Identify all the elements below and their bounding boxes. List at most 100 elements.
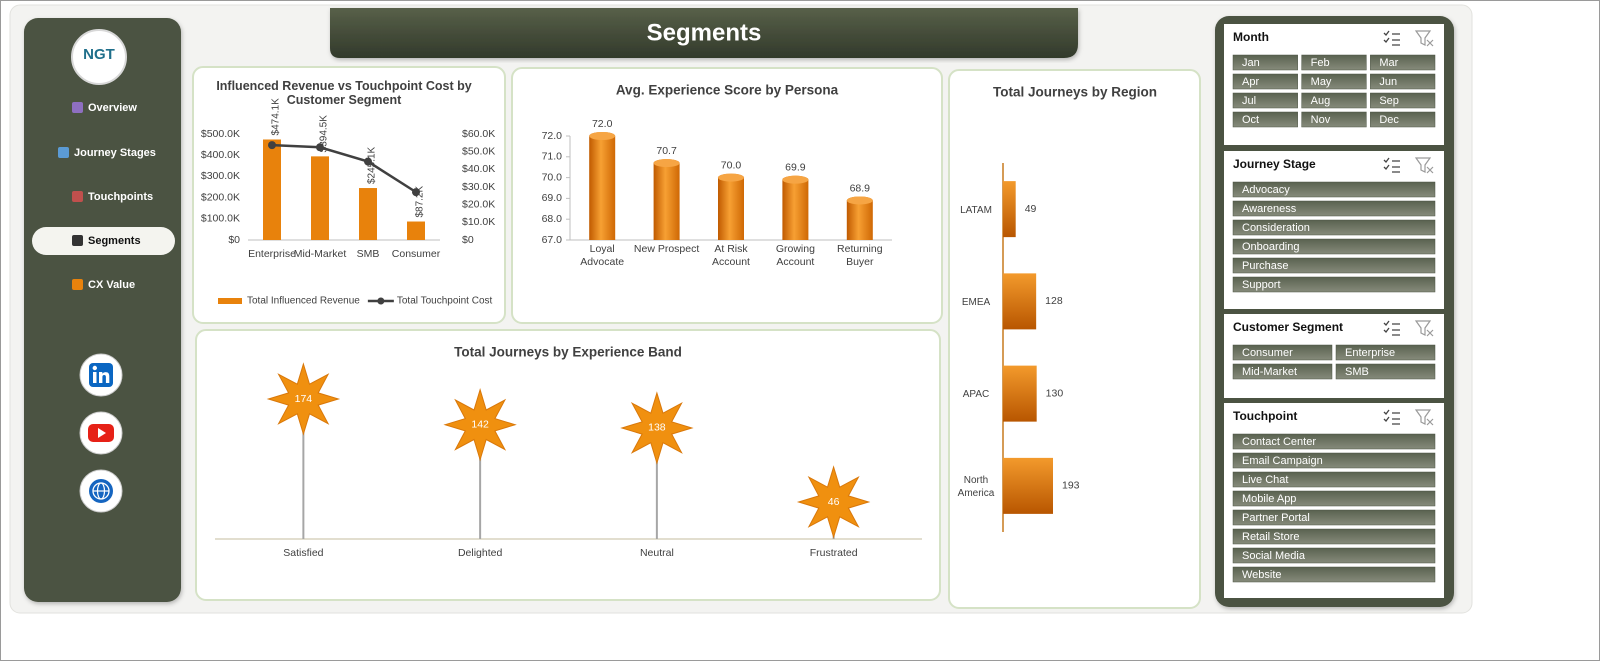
y-tick-label: $0	[228, 234, 240, 246]
linkedin-glyph	[99, 372, 110, 383]
slicer-button[interactable]	[1232, 111, 1298, 128]
y-tick-label: North America	[957, 474, 995, 499]
bar	[1003, 181, 1016, 238]
slicer-button-label: Dec	[1379, 114, 1399, 126]
clear-filter-icon[interactable]	[1414, 320, 1434, 337]
slicer-button[interactable]	[1301, 73, 1367, 90]
nav-icon	[72, 191, 83, 202]
slicer-button[interactable]	[1232, 452, 1436, 469]
slicer-button-label: Purchase	[1242, 260, 1288, 272]
x-tick-label: New Prospect	[633, 243, 700, 255]
slicer-button[interactable]	[1232, 54, 1298, 71]
slicer-button[interactable]	[1232, 490, 1436, 507]
nav-item[interactable]: CX Value	[88, 279, 135, 291]
slicer-button[interactable]	[1301, 111, 1367, 128]
slicer-button-label: Mar	[1379, 57, 1398, 69]
slicer-button[interactable]	[1370, 92, 1436, 109]
slicer-button-label: Advocacy	[1242, 184, 1290, 196]
y2-tick-label: $40.0K	[462, 163, 495, 175]
slicer-button[interactable]	[1232, 73, 1298, 90]
bar	[263, 139, 281, 240]
slicer-button[interactable]	[1232, 92, 1298, 109]
y-tick-label: $200.0K	[201, 191, 240, 203]
bar	[1003, 273, 1037, 330]
x-tick-label: Returning Buyer	[837, 243, 883, 268]
data-label: 130	[1046, 387, 1064, 399]
logo	[71, 29, 127, 85]
slicer-button[interactable]	[1335, 363, 1436, 380]
x-tick-label: Delighted	[458, 547, 503, 559]
slicer-button-label: May	[1311, 76, 1332, 88]
slicer-button[interactable]	[1301, 54, 1367, 71]
x-tick-label-box: Growing Account	[776, 243, 815, 268]
slicer-button[interactable]	[1232, 238, 1436, 255]
slicer-button[interactable]	[1232, 200, 1436, 217]
data-label: $394.5K	[319, 115, 330, 153]
slicer-button[interactable]	[1335, 344, 1436, 361]
nav-item[interactable]: Journey Stages	[74, 147, 156, 159]
slicer-button[interactable]	[1232, 363, 1333, 380]
slicer-button-label: Jun	[1379, 76, 1397, 88]
y-tick-label: APAC	[962, 389, 990, 401]
slicer-title: Touchpoint	[1233, 409, 1297, 423]
y-tick-label: $400.0K	[201, 149, 240, 161]
multiselect-icon[interactable]	[1383, 30, 1400, 46]
bar-cap	[653, 159, 680, 168]
legend-swatch	[218, 298, 242, 304]
multiselect-icon[interactable]	[1383, 409, 1400, 425]
y2-tick-label: $60.0K	[462, 128, 495, 140]
slicer-button[interactable]	[1232, 471, 1436, 488]
panel	[948, 69, 1201, 609]
y-tick-label: LATAM	[960, 204, 992, 216]
line-point	[364, 157, 372, 166]
y-tick-label-box: LATAM	[960, 204, 992, 216]
slicer-button[interactable]	[1232, 433, 1436, 450]
data-label: 142	[471, 419, 489, 431]
slicer-button[interactable]	[1370, 54, 1436, 71]
y2-tick-label: $0	[462, 234, 474, 246]
x-tick-label: Neutral	[640, 547, 674, 559]
clear-filter-icon[interactable]	[1414, 409, 1434, 426]
y-tick-label-box: North America	[957, 474, 995, 499]
slicer-button-label: Social Media	[1242, 550, 1306, 562]
nav-item[interactable]: Overview	[88, 102, 137, 114]
slicer-button[interactable]	[1232, 566, 1436, 583]
y-tick-label: $100.0K	[201, 213, 240, 225]
legend-swatch	[377, 297, 385, 305]
x-tick-label: Consumer	[392, 248, 441, 260]
slicer-button-label: Feb	[1311, 57, 1330, 69]
slicer-button[interactable]	[1232, 181, 1436, 198]
bar	[782, 175, 809, 240]
y-tick-label-box: APAC	[962, 389, 990, 401]
slicer-button-label: Contact Center	[1242, 436, 1316, 448]
clear-filter-icon[interactable]	[1414, 30, 1434, 47]
slicer-button[interactable]	[1370, 73, 1436, 90]
clear-filter-icon[interactable]	[1414, 157, 1434, 174]
linkedin-glyph	[93, 372, 97, 383]
star-marker	[443, 387, 517, 462]
slicer-button-label: Partner Portal	[1242, 512, 1310, 524]
chart-title: Total Journeys by Region	[993, 85, 1157, 100]
x-tick-label: SMB	[357, 248, 380, 260]
chart-title-box: Influenced Revenue vs Touchpoint Cost by…	[216, 79, 471, 107]
bar-cap	[718, 173, 744, 182]
bar	[311, 156, 329, 240]
x-tick-label-box: New Prospect	[633, 243, 700, 255]
nav-item[interactable]: Touchpoints	[88, 191, 153, 203]
slicer-button[interactable]	[1370, 111, 1436, 128]
multiselect-icon[interactable]	[1383, 320, 1400, 336]
multiselect-icon[interactable]	[1383, 157, 1400, 173]
slicer-button[interactable]	[1232, 276, 1436, 293]
nav-icon	[58, 147, 69, 158]
slicer-button[interactable]	[1232, 257, 1436, 274]
slicer-button[interactable]	[1232, 528, 1436, 545]
slicer-button[interactable]	[1232, 547, 1436, 564]
slicer-button[interactable]	[1232, 219, 1436, 236]
slicer-button-label: Mid-Market	[1242, 366, 1297, 378]
slicer-button[interactable]	[1301, 92, 1367, 109]
slicer-button[interactable]	[1232, 509, 1436, 526]
data-label: 174	[295, 393, 313, 405]
slicer-button[interactable]	[1232, 344, 1333, 361]
nav-item[interactable]: Segments	[88, 235, 141, 247]
